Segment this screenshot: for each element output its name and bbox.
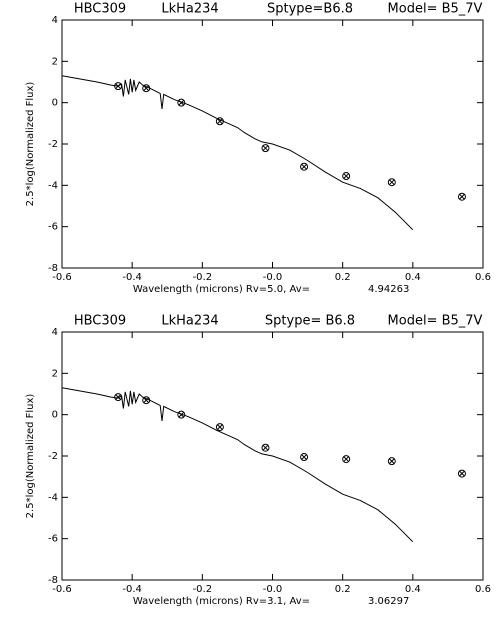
title-part: LkHa234	[161, 314, 218, 329]
y-tick-label: -8	[48, 575, 58, 586]
av-value: 4.94263	[368, 284, 409, 295]
data-point	[215, 117, 224, 126]
x-tick-label: 0.6	[475, 272, 491, 283]
x-tick-label: -0.6	[52, 584, 72, 595]
y-tick-label: -8	[48, 263, 58, 274]
x-tick-label: 0.4	[405, 584, 421, 595]
x-tick-label: -0.0	[263, 584, 283, 595]
x-tick-label: 0.2	[335, 584, 351, 595]
x-tick-label: -0.0	[263, 272, 283, 283]
title-part: Sptype= B6.8	[265, 314, 355, 329]
x-tick-label: 0.6	[475, 584, 491, 595]
x-tick-label: -0.2	[193, 584, 213, 595]
data-point	[342, 172, 351, 181]
data-point	[177, 98, 186, 107]
title-part: Sptype=B6.8	[267, 2, 353, 17]
data-point	[457, 192, 466, 201]
x-axis-label: Wavelength (microns) Rv=3.1, Av=	[133, 596, 310, 607]
data-point	[261, 144, 270, 153]
data-point	[387, 178, 396, 187]
y-tick-label: 4	[52, 15, 58, 26]
y-axis-label: 2.5*log(Normalized Flux)	[25, 394, 36, 519]
x-axis-label: Wavelength (microns) Rv=5.0, Av=	[133, 284, 310, 295]
data-point	[261, 443, 270, 452]
x-tick-label: 0.4	[405, 272, 421, 283]
y-tick-label: 0	[52, 410, 58, 421]
y-tick-label: -4	[48, 492, 58, 503]
model-line	[61, 387, 414, 543]
av-value: 3.06297	[368, 596, 409, 607]
title-part: Model= B5_7V	[388, 314, 483, 329]
data-point	[142, 84, 151, 93]
title-part: HBC309	[74, 314, 126, 329]
title-part: LkHa234	[161, 2, 218, 17]
x-tick-label: 0.2	[335, 272, 351, 283]
y-tick-label: -2	[48, 139, 58, 150]
model-line	[61, 75, 414, 231]
y-tick-label: 2	[52, 56, 58, 67]
x-tick-label: -0.4	[122, 584, 142, 595]
data-point	[114, 82, 123, 91]
y-tick-label: 0	[52, 98, 58, 109]
y-tick-label: -2	[48, 451, 58, 462]
title-part: HBC309	[74, 2, 126, 17]
y-tick-label: 4	[52, 327, 58, 338]
data-point	[387, 457, 396, 466]
data-point	[342, 455, 351, 464]
y-axis-label: 2.5*log(Normalized Flux)	[25, 82, 36, 207]
data-point	[215, 423, 224, 432]
data-point	[457, 469, 466, 478]
y-tick-label: 2	[52, 368, 58, 379]
data-point	[142, 396, 151, 405]
y-tick-label: -6	[48, 534, 58, 545]
x-tick-label: -0.6	[52, 272, 72, 283]
data-point	[114, 393, 123, 402]
data-point	[300, 162, 309, 171]
y-tick-label: -6	[48, 222, 58, 233]
data-point	[300, 453, 309, 462]
title-part: Model= B5_7V	[388, 2, 483, 17]
data-point	[177, 410, 186, 419]
x-tick-label: -0.4	[122, 272, 142, 283]
y-tick-label: -4	[48, 180, 58, 191]
x-tick-label: -0.2	[193, 272, 213, 283]
